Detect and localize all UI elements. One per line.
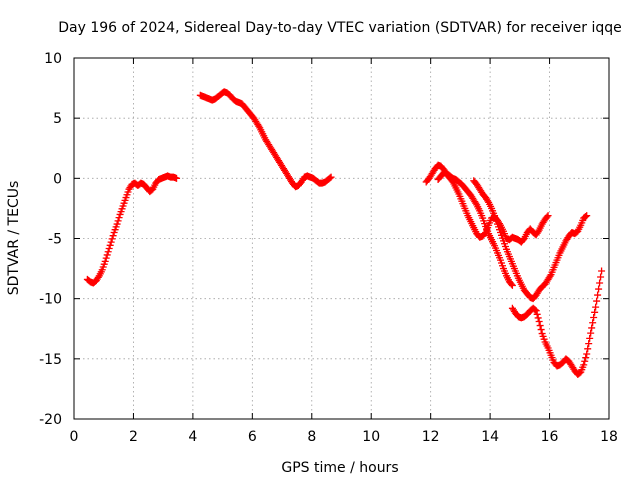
data-point bbox=[597, 273, 605, 281]
data-point bbox=[582, 354, 590, 362]
x-tick-label: 6 bbox=[248, 429, 257, 445]
data-point bbox=[534, 228, 542, 236]
series-track-4 bbox=[434, 168, 516, 289]
x-tick-label: 0 bbox=[70, 429, 79, 445]
data-point bbox=[531, 306, 539, 314]
x-tick-label: 14 bbox=[481, 429, 499, 445]
data-point bbox=[588, 324, 596, 332]
y-tick-label: 10 bbox=[44, 51, 62, 67]
data-point bbox=[102, 254, 110, 262]
data-point bbox=[583, 350, 591, 358]
y-axis-label: SDTVAR / TECUs bbox=[6, 181, 22, 296]
data-point bbox=[544, 212, 552, 220]
data-point bbox=[532, 307, 540, 315]
data-point bbox=[255, 122, 263, 130]
x-axis-label: GPS time / hours bbox=[281, 460, 398, 476]
data-point bbox=[593, 297, 601, 305]
data-point bbox=[583, 212, 591, 220]
data-point bbox=[582, 212, 590, 220]
x-tick-label: 18 bbox=[600, 429, 618, 445]
data-point bbox=[94, 273, 102, 281]
data-point bbox=[580, 361, 588, 369]
y-tick-label: 0 bbox=[53, 171, 62, 187]
y-tick-label: -20 bbox=[39, 412, 62, 428]
grid bbox=[74, 58, 609, 419]
data-point bbox=[535, 318, 543, 326]
x-tick-labels: 0 2 4 6 8 10 12 14 16 18 bbox=[70, 429, 618, 445]
data-point bbox=[586, 334, 594, 342]
data-point bbox=[546, 272, 554, 280]
x-tick-label: 12 bbox=[422, 429, 440, 445]
series-track-6 bbox=[508, 267, 606, 378]
data-point bbox=[596, 279, 604, 287]
x-tick-label: 16 bbox=[541, 429, 559, 445]
x-tick-label: 10 bbox=[362, 429, 380, 445]
series-track-1 bbox=[83, 172, 181, 287]
data-point bbox=[585, 340, 593, 348]
data-point bbox=[581, 357, 589, 365]
data-point bbox=[584, 345, 592, 353]
data-point bbox=[108, 235, 116, 243]
y-tick-label: -10 bbox=[39, 292, 62, 308]
data-point bbox=[173, 174, 181, 182]
chart-title: Day 196 of 2024, Sidereal Day-to-day VTE… bbox=[58, 20, 622, 36]
data-point bbox=[326, 174, 334, 182]
x-tick-label: 2 bbox=[129, 429, 138, 445]
data-point bbox=[327, 173, 335, 181]
data-marks bbox=[83, 88, 606, 378]
data-point bbox=[589, 319, 597, 327]
y-tick-label: -15 bbox=[39, 352, 62, 368]
axis-ticks bbox=[73, 57, 610, 420]
data-point bbox=[534, 314, 542, 322]
series-track-5 bbox=[470, 177, 591, 303]
data-point bbox=[507, 280, 515, 288]
x-tick-label: 8 bbox=[307, 429, 316, 445]
data-point bbox=[104, 248, 112, 256]
data-point bbox=[101, 257, 109, 265]
y-tick-label: 5 bbox=[53, 111, 62, 127]
data-point bbox=[590, 314, 598, 322]
data-point bbox=[591, 308, 599, 316]
data-point bbox=[533, 310, 541, 318]
data-point bbox=[105, 245, 113, 253]
data-point bbox=[107, 238, 115, 246]
data-point bbox=[592, 303, 600, 311]
data-point bbox=[587, 329, 595, 337]
data-point bbox=[113, 220, 121, 228]
data-point bbox=[594, 291, 602, 299]
data-point bbox=[109, 232, 117, 240]
x-tick-label: 4 bbox=[188, 429, 197, 445]
data-point bbox=[508, 281, 516, 289]
y-tick-labels: 10 5 0 -5 -10 -15 -20 bbox=[39, 51, 62, 428]
series-track-3 bbox=[422, 161, 552, 246]
data-point bbox=[114, 217, 122, 225]
data-point bbox=[543, 213, 551, 221]
data-point bbox=[115, 214, 123, 222]
data-point bbox=[537, 326, 545, 334]
series-track-2 bbox=[196, 88, 335, 191]
data-point bbox=[472, 199, 480, 207]
data-point bbox=[103, 251, 111, 259]
data-point bbox=[536, 322, 544, 330]
y-tick-label: -5 bbox=[48, 232, 62, 248]
data-point bbox=[595, 285, 603, 293]
data-point bbox=[484, 197, 492, 205]
data-point bbox=[106, 241, 114, 249]
data-point bbox=[598, 267, 606, 275]
